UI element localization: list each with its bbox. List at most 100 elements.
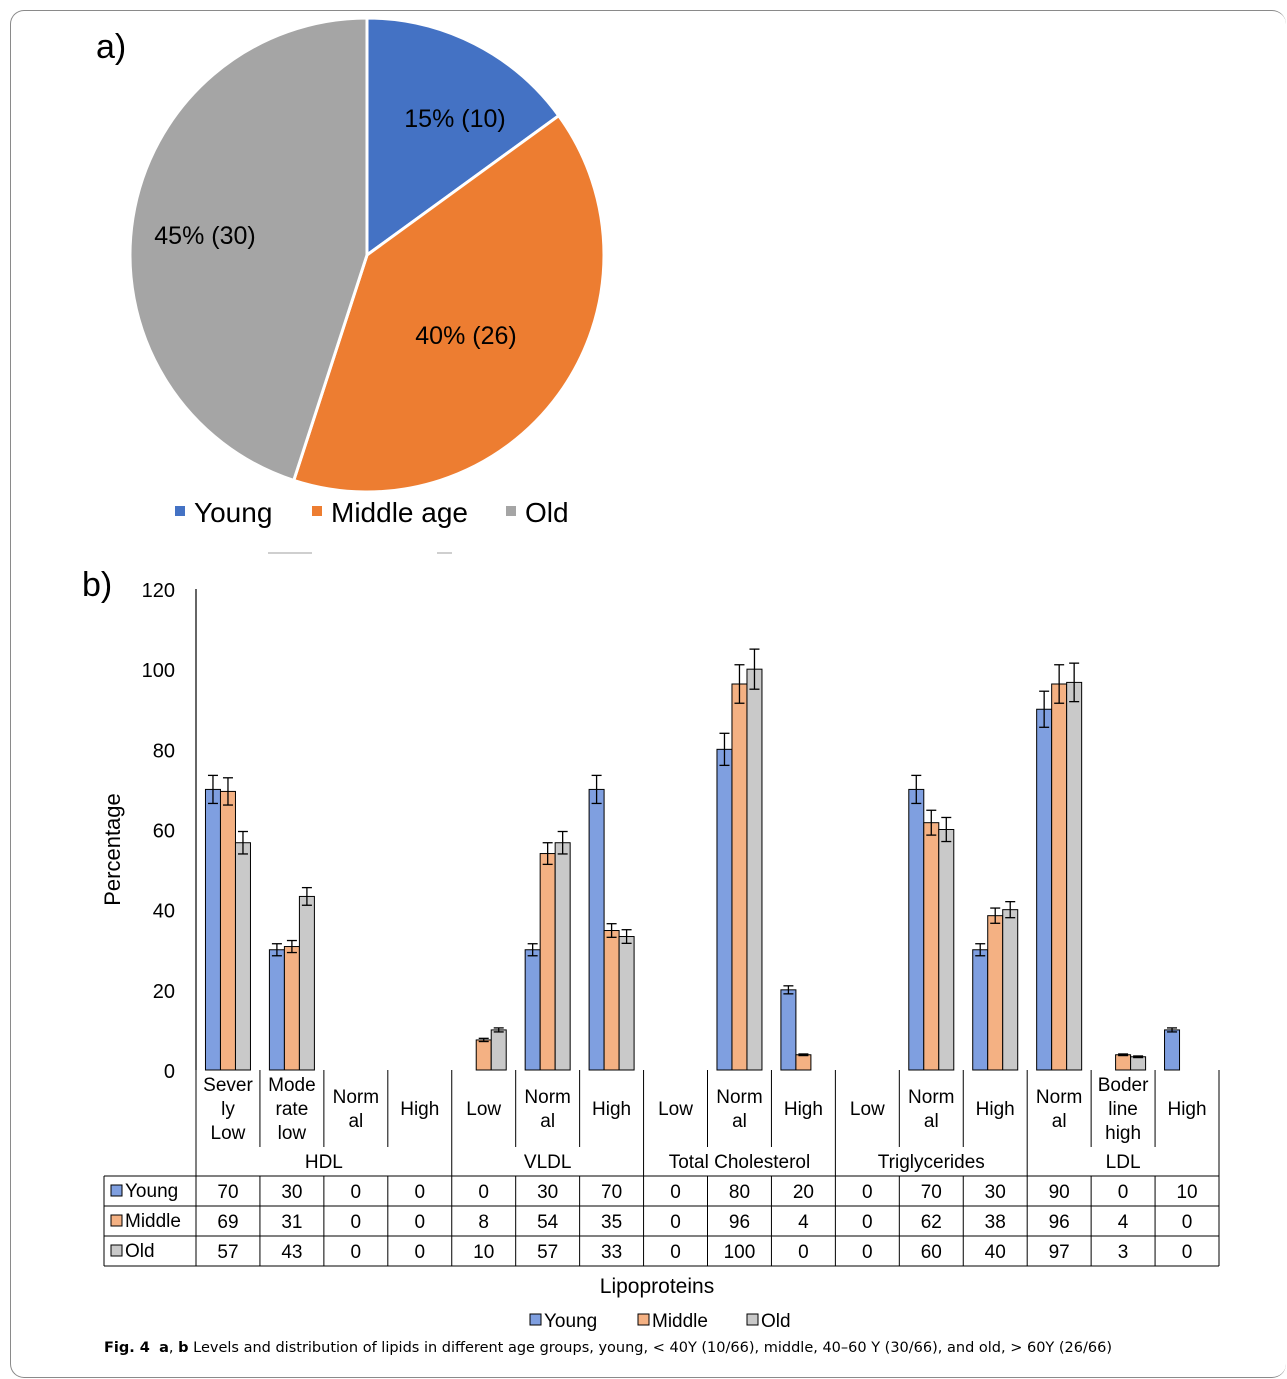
- panel-a-label: a): [96, 28, 126, 66]
- table-cell: 0: [351, 1242, 362, 1263]
- category-label: Mode: [268, 1075, 316, 1096]
- panel-b-label: b): [82, 566, 112, 604]
- bar-middle: [1051, 683, 1068, 1071]
- table-cell: 0: [862, 1212, 873, 1233]
- table-cell: 54: [537, 1212, 559, 1233]
- table-cell: 0: [351, 1182, 362, 1203]
- table-cell: 0: [414, 1182, 425, 1203]
- pie-slice-old: [128, 16, 369, 483]
- category-label: High: [1167, 1099, 1206, 1120]
- table-cell: 90: [1049, 1182, 1070, 1203]
- table-cell: 33: [601, 1242, 622, 1263]
- pie-slice-middle-age: [291, 113, 606, 494]
- table-cell: 30: [537, 1182, 558, 1203]
- category-label: line: [1108, 1099, 1138, 1120]
- table-cell: 0: [670, 1212, 681, 1233]
- bar-old: [1130, 1056, 1147, 1071]
- table-cell: 0: [862, 1182, 873, 1203]
- bar-young: [524, 949, 541, 1071]
- bar-middle: [475, 1039, 492, 1071]
- caption-fig-label: Fig. 4: [104, 1340, 150, 1356]
- table-cell: 70: [921, 1182, 942, 1203]
- bar-old: [938, 829, 955, 1071]
- category-label: Norm: [1036, 1087, 1082, 1108]
- legend-label: Middle: [652, 1311, 708, 1332]
- pie-slice-label: 15% (10): [404, 105, 505, 133]
- legend-swatch: [529, 1313, 542, 1326]
- table-cell: 31: [281, 1212, 302, 1233]
- category-label: High: [976, 1099, 1015, 1120]
- bar-old: [298, 895, 315, 1071]
- bar-old: [1066, 681, 1083, 1071]
- table-swatch: [110, 1214, 123, 1227]
- group-label: Triglycerides: [878, 1152, 985, 1173]
- bar-old: [234, 842, 251, 1071]
- pie-slice-label: 40% (26): [415, 322, 516, 350]
- category-label: Norm: [716, 1087, 762, 1108]
- table-swatch: [110, 1184, 123, 1197]
- y-tick-label: 0: [164, 1061, 175, 1083]
- legend-swatch: [506, 506, 516, 516]
- table-cell: 80: [729, 1182, 750, 1203]
- table-cell: 62: [921, 1212, 942, 1233]
- y-tick-label: 120: [142, 580, 175, 602]
- table-cell: 38: [985, 1212, 1006, 1233]
- caption-text: Levels and distribution of lipids in dif…: [188, 1340, 1112, 1356]
- bar-young: [204, 788, 221, 1071]
- category-label: Low: [211, 1123, 246, 1144]
- legend-swatch: [312, 506, 322, 516]
- x-axis-label: Lipoproteins: [600, 1275, 714, 1298]
- table-row-name: Young: [125, 1181, 178, 1202]
- group-label: HDL: [305, 1152, 343, 1173]
- category-label: high: [1105, 1123, 1141, 1144]
- bar-middle: [1115, 1054, 1132, 1071]
- table-cell: 0: [414, 1212, 425, 1233]
- legend-swatch: [746, 1313, 759, 1326]
- category-label: low: [278, 1123, 307, 1144]
- category-label: Boder: [1098, 1075, 1149, 1096]
- bar-young: [780, 989, 797, 1071]
- category-label: High: [592, 1099, 631, 1120]
- y-axis-label: Percentage: [100, 793, 125, 906]
- pie-legend: Young Middle age Old: [175, 497, 569, 554]
- table-cell: 0: [1182, 1242, 1193, 1263]
- table-cell: 0: [1182, 1212, 1193, 1233]
- category-label: al: [924, 1111, 939, 1132]
- y-tick-label: 60: [153, 821, 175, 843]
- bar-old: [490, 1029, 507, 1071]
- table-cell: 10: [1176, 1182, 1197, 1203]
- table-cell: 40: [985, 1242, 1006, 1263]
- bar-young: [1164, 1029, 1181, 1071]
- group-label: LDL: [1106, 1152, 1141, 1173]
- legend-label: Young: [544, 1311, 597, 1332]
- table-cell: 0: [478, 1182, 489, 1203]
- y-tick-label: 20: [153, 981, 175, 1003]
- category-label: Norm: [524, 1087, 570, 1108]
- category-label: Low: [466, 1099, 501, 1120]
- category-label: Sever: [203, 1075, 253, 1096]
- category-label: ly: [221, 1099, 235, 1120]
- table-cell: 0: [1118, 1182, 1129, 1203]
- table-row-name: Middle: [125, 1211, 181, 1232]
- data-table: Sever ly Low Mode rate low Norm al High Low Norm al…: [103, 1070, 1220, 1298]
- table-row-name: Old: [125, 1241, 155, 1262]
- y-tick-label: 80: [153, 740, 175, 762]
- bar-young: [908, 788, 925, 1071]
- bar-middle: [219, 790, 236, 1071]
- table-cell: 0: [670, 1182, 681, 1203]
- table-cell: 0: [670, 1242, 681, 1263]
- figure-caption: Fig. 4 a, b Levels and distribution of l…: [104, 1340, 1112, 1356]
- bar-middle: [539, 853, 556, 1071]
- y-tick-label: 100: [142, 660, 175, 682]
- legend-swatch: [637, 1313, 650, 1326]
- table-cell: 30: [985, 1182, 1006, 1203]
- table-cell: 43: [281, 1242, 302, 1263]
- figure-frame: [10, 10, 1286, 1378]
- table-cell: 35: [601, 1212, 622, 1233]
- bar-middle: [731, 683, 748, 1071]
- table-cell: 0: [351, 1212, 362, 1233]
- category-label: rate: [276, 1099, 309, 1120]
- table-cell: 100: [724, 1242, 756, 1263]
- bar-middle: [603, 930, 620, 1071]
